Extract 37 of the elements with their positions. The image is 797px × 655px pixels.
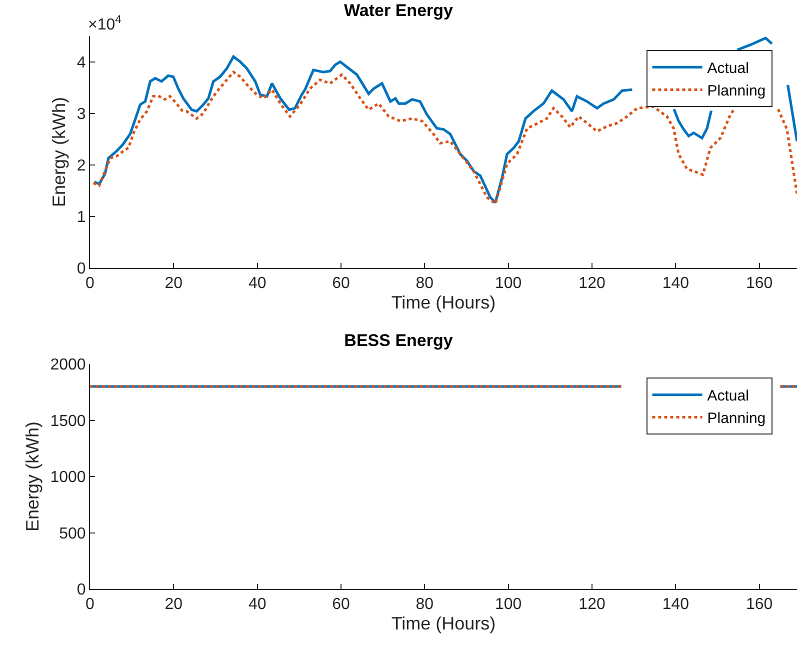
y-tick-label: 1 — [76, 209, 86, 226]
y-axis-title: Energy (kWh) — [49, 96, 70, 208]
x-tick-label: 140 — [662, 596, 690, 614]
legend-label: Planning — [707, 82, 766, 100]
x-tick-label: 160 — [746, 596, 773, 614]
legend-label: Actual — [707, 60, 749, 78]
y-tick-label: 3 — [76, 106, 86, 123]
chart-title: BESS Energy — [344, 330, 454, 350]
legend-label: Actual — [707, 388, 749, 405]
y-tick-label: 2000 — [50, 356, 86, 374]
x-tick-label: 20 — [164, 596, 183, 614]
y-tick-label: 4 — [76, 54, 86, 72]
text: ×10$^{4}$ — [88, 14, 122, 34]
x-tick-label: 120 — [578, 596, 606, 614]
x-tick-label: 100 — [494, 596, 522, 614]
x-axis-title: Time (Hours) — [391, 613, 496, 634]
legend-label: Planning — [707, 410, 766, 428]
x-tick-label: 80 — [416, 596, 434, 614]
y-tick-label: 2 — [76, 157, 86, 174]
x-tick-label: 40 — [248, 275, 266, 292]
x-tick-label: 140 — [662, 275, 690, 292]
y-tick-label: 1500 — [50, 412, 86, 430]
x-tick-label: 20 — [164, 275, 183, 292]
x-tick-label: 160 — [746, 275, 773, 292]
x-tick-label: 60 — [332, 596, 350, 614]
y-tick-label: 500 — [59, 525, 86, 542]
x-tick-label: 40 — [248, 596, 266, 614]
chart-title: Water Energy — [344, 0, 454, 20]
x-axis-title: Time (Hours) — [391, 292, 496, 312]
y-axis-title: Energy (kWh) — [22, 421, 42, 532]
x-tick-label: 100 — [494, 275, 522, 292]
y-tick-label: 1000 — [50, 469, 86, 486]
x-tick-label: 120 — [578, 275, 606, 292]
x-tick-label: 80 — [416, 275, 434, 292]
y-tick-label: 0 — [76, 582, 86, 599]
y-tick-label: 0 — [76, 260, 86, 278]
x-tick-label: 60 — [332, 275, 350, 292]
